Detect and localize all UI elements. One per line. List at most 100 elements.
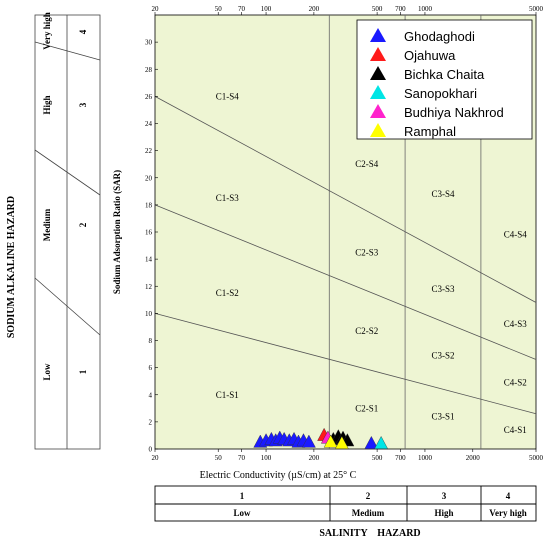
legend: Ghodaghodi Ojahuwa Bichka Chaita Sanopokhar… <box>356 19 533 140</box>
zone-label: C3-S4 <box>432 189 456 199</box>
top-tick-label: 70 <box>238 5 246 13</box>
x-axis-label: Electric Conductivity (µS/cm) at 25° C <box>200 470 357 481</box>
top-tick-label: 20 <box>152 5 160 13</box>
y-tick-label: 18 <box>145 201 153 209</box>
sodium-hazard-panel: SODIUM ALKALINE HAZARD Very high 4 High … <box>6 12 101 450</box>
y-tick-label: 16 <box>145 229 153 237</box>
y-tick-label: 20 <box>145 174 153 182</box>
sodium-class-number: 4 <box>78 29 88 34</box>
top-tick-label: 500 <box>372 5 383 13</box>
top-tick-label: 1000 <box>418 5 433 13</box>
x-tick-label: 200 <box>309 454 320 462</box>
legend-label: Budhiya Nakhrod <box>404 105 504 120</box>
sodium-class-number: 1 <box>78 369 88 374</box>
zone-label: C2-S3 <box>355 247 379 257</box>
y-tick-label: 12 <box>145 283 153 291</box>
sodium-class-boundary <box>34 149 101 196</box>
zone-label: C1-S3 <box>216 193 240 203</box>
sodium-class-number: 2 <box>78 222 88 227</box>
sodium-hazard-title: SODIUM ALKALINE HAZARD <box>6 196 17 338</box>
zone-label: C3-S2 <box>432 350 455 360</box>
data-point-ramphal <box>323 434 338 448</box>
y-tick-label: 6 <box>149 364 153 372</box>
y-tick-label: 22 <box>145 147 153 155</box>
legend-label: Ghodaghodi <box>404 29 475 44</box>
zone-label: C2-S1 <box>355 403 378 413</box>
x-tick-label: 100 <box>261 454 272 462</box>
data-point-ghodaghodi <box>301 434 316 448</box>
salinity-hazard-box <box>154 485 537 522</box>
x-tick-label: 500 <box>372 454 383 462</box>
salinity-class-label: Medium <box>352 508 385 518</box>
sodium-class-label: High <box>42 95 52 114</box>
top-tick-label: 700 <box>395 5 406 13</box>
x-tick-label: 5000 <box>529 454 544 462</box>
x-tick-label: 1000 <box>418 454 433 462</box>
zone-label: C2-S2 <box>355 326 378 336</box>
x-tick-label: 70 <box>238 454 246 462</box>
legend-marker <box>370 28 386 42</box>
salinity-hazard-title: SALINITY HAZARD <box>319 528 420 539</box>
legend-label: Sanopokhari <box>404 86 477 101</box>
zone-label: C1-S2 <box>216 288 239 298</box>
salinity-class-label: Very high <box>489 508 526 518</box>
legend-marker <box>370 123 386 137</box>
top-tick-label: 5000 <box>529 5 544 13</box>
legend-label: Ojahuwa <box>404 48 456 63</box>
x-tick-label: 2000 <box>466 454 481 462</box>
top-tick-label: 200 <box>309 5 320 13</box>
zone-label: C2-S4 <box>355 159 379 169</box>
sodium-boundary-line <box>154 312 537 415</box>
y-tick-label: 14 <box>145 256 153 264</box>
x-tick-label: 700 <box>395 454 406 462</box>
data-point-ghodaghodi <box>364 435 379 449</box>
salinity-hazard-panel: 1 2 3 4 Low Medium High Very high SALINI… <box>154 485 537 539</box>
legend-label: Ramphal <box>404 124 456 139</box>
sodium-class-number: 3 <box>78 102 88 107</box>
data-point-ramphal <box>334 435 349 449</box>
zone-label: C3-S1 <box>432 411 455 421</box>
salinity-class-label: High <box>434 508 453 518</box>
x-tick-label: 50 <box>215 454 223 462</box>
legend-marker <box>370 104 386 118</box>
y-tick-label: 30 <box>145 39 153 47</box>
legend-box <box>356 19 533 140</box>
y-tick-label: 26 <box>145 93 153 101</box>
salinity-class-number: 3 <box>442 491 447 501</box>
legend-marker <box>370 85 386 99</box>
y-tick-label: 8 <box>149 337 153 345</box>
zone-label: C4-S4 <box>504 230 528 240</box>
y-tick-label: 24 <box>145 120 153 128</box>
data-point-sanopokhari <box>374 435 389 449</box>
sodium-class-label: Very high <box>42 12 52 49</box>
y-tick-label: 10 <box>145 310 153 318</box>
zone-label: C3-S3 <box>432 284 456 294</box>
salinity-class-number: 2 <box>366 491 371 501</box>
legend-marker <box>370 47 386 61</box>
zone-label: C4-S1 <box>504 425 527 435</box>
zone-label: C4-S2 <box>504 378 527 388</box>
x-tick-label: 20 <box>152 454 160 462</box>
sodium-class-label: Low <box>42 363 52 381</box>
y-tick-label: 0 <box>149 446 153 454</box>
zone-label: C1-S1 <box>216 390 239 400</box>
zone-label: C4-S3 <box>504 319 528 329</box>
salinity-class-label: Low <box>233 508 251 518</box>
salinity-class-number: 1 <box>240 491 245 501</box>
legend-marker <box>370 66 386 80</box>
sodium-boundary-line <box>154 204 537 360</box>
y-tick-label: 2 <box>149 418 153 426</box>
sodium-class-label: Medium <box>42 208 52 241</box>
top-tick-label: 50 <box>215 5 223 13</box>
y-axis-label: Sodium Adsorption Ratio (SAR) <box>112 170 122 294</box>
sodium-hazard-box <box>34 14 101 450</box>
zone-label: C1-S4 <box>216 91 240 101</box>
sodium-class-boundary <box>34 41 101 61</box>
salinity-class-number: 4 <box>506 491 511 501</box>
top-tick-label: 100 <box>261 5 272 13</box>
sodium-boundary-line <box>154 96 537 303</box>
legend-label: Bichka Chaita <box>404 67 485 82</box>
y-tick-label: 4 <box>149 391 153 399</box>
